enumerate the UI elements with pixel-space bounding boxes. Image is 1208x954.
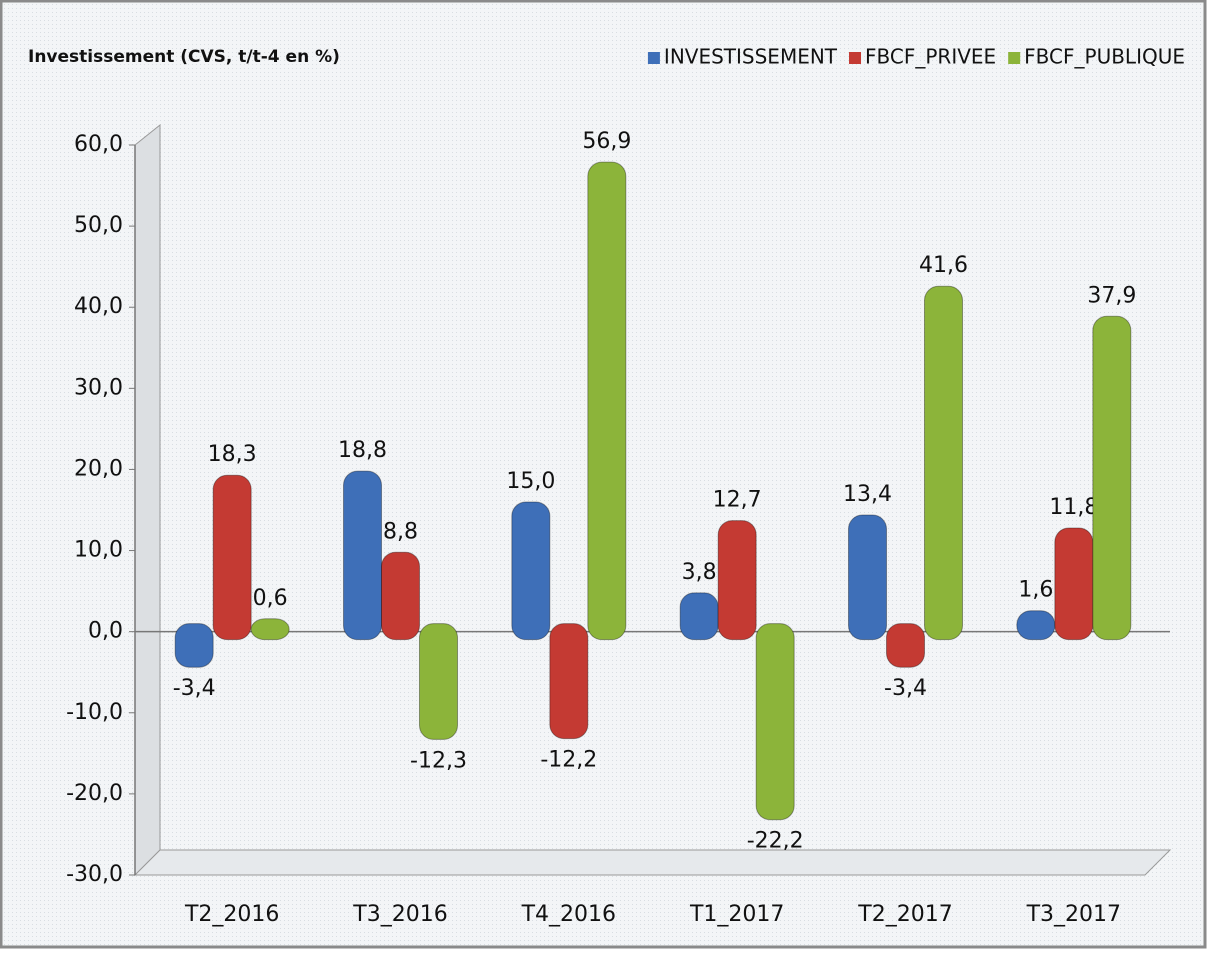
data-label: 13,4 bbox=[843, 482, 892, 507]
data-label: 18,3 bbox=[208, 442, 257, 467]
legend-label: INVESTISSEMENT bbox=[664, 45, 838, 69]
data-label: 3,8 bbox=[682, 560, 717, 585]
data-label: -3,4 bbox=[173, 676, 216, 701]
bar bbox=[174, 623, 214, 668]
y-tick-label: 10,0 bbox=[74, 538, 123, 563]
data-label: -22,2 bbox=[747, 829, 804, 854]
y-tick-label: 20,0 bbox=[74, 456, 123, 481]
bar bbox=[587, 161, 627, 641]
data-label: 15,0 bbox=[506, 469, 555, 494]
data-label: 0,6 bbox=[253, 586, 288, 611]
bar bbox=[549, 623, 589, 740]
data-label: 56,9 bbox=[582, 129, 631, 154]
bar bbox=[924, 285, 963, 641]
y-tick-label: 40,0 bbox=[74, 294, 123, 319]
chart-title: Investissement (CVS, t/t-4 en %) bbox=[28, 47, 340, 67]
data-label: 37,9 bbox=[1087, 283, 1136, 308]
bar bbox=[717, 520, 757, 641]
bar bbox=[212, 474, 252, 641]
data-label: 18,8 bbox=[338, 438, 387, 463]
data-label: 8,8 bbox=[383, 519, 418, 544]
y-tick-label: -30,0 bbox=[66, 862, 123, 887]
data-label: 41,6 bbox=[919, 253, 968, 278]
bar bbox=[419, 623, 458, 740]
bar bbox=[343, 470, 382, 641]
data-label: 12,7 bbox=[713, 488, 762, 513]
y-tick-label: -10,0 bbox=[66, 700, 123, 725]
bar bbox=[381, 551, 420, 641]
x-tick-label: T4_2016 bbox=[521, 902, 616, 927]
x-tick-label: T3_2017 bbox=[1026, 902, 1121, 927]
x-tick-label: T3_2016 bbox=[352, 902, 447, 927]
bar bbox=[1092, 315, 1132, 641]
data-label: 1,6 bbox=[1018, 578, 1053, 603]
x-tick-label: T1_2017 bbox=[689, 902, 784, 927]
y-tick-label: -20,0 bbox=[66, 781, 123, 806]
bar bbox=[1016, 610, 1056, 641]
bar bbox=[848, 514, 887, 641]
x-tick-label: T2_2016 bbox=[184, 902, 279, 927]
data-label: -12,2 bbox=[540, 748, 597, 773]
y-tick-label: 50,0 bbox=[74, 213, 123, 238]
legend-swatch bbox=[1008, 52, 1021, 64]
data-label: -12,3 bbox=[410, 748, 467, 773]
legend-swatch bbox=[647, 52, 660, 64]
bar bbox=[679, 592, 719, 641]
y-tick-label: 60,0 bbox=[74, 132, 123, 157]
legend-label: FBCF_PRIVEE bbox=[865, 45, 996, 69]
y-tick-label: 0,0 bbox=[88, 619, 123, 644]
legend-label: FBCF_PUBLIQUE bbox=[1024, 45, 1185, 69]
data-label: -3,4 bbox=[884, 676, 927, 701]
floor bbox=[133, 849, 1172, 876]
bar bbox=[886, 623, 925, 668]
bar bbox=[511, 501, 551, 641]
bar bbox=[250, 618, 290, 641]
legend-swatch bbox=[849, 52, 862, 64]
bar bbox=[1054, 527, 1094, 641]
x-tick-label: T2_2017 bbox=[857, 902, 952, 927]
y-tick-label: 30,0 bbox=[74, 375, 123, 400]
side-wall bbox=[134, 123, 161, 877]
bar bbox=[755, 623, 795, 821]
data-label: 11,8 bbox=[1049, 495, 1098, 520]
